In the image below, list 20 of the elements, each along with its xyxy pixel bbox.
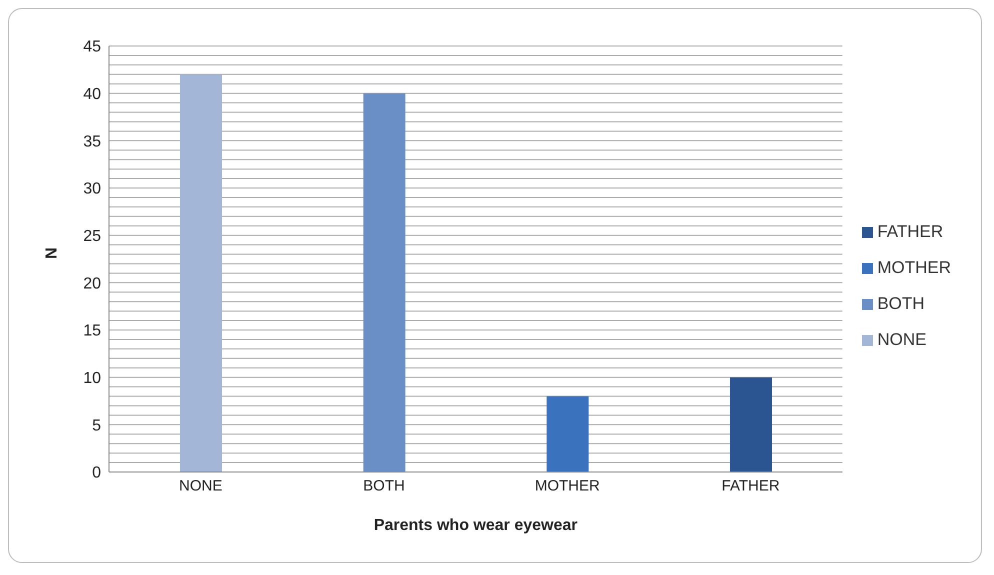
y-axis-title: N <box>44 247 61 259</box>
x-tick-label: MOTHER <box>534 478 600 495</box>
y-tick-label: 20 <box>83 275 102 292</box>
legend-label: BOTH <box>877 294 925 312</box>
legend-label: FATHER <box>877 222 944 240</box>
x-axis-title: Parents who wear eyewear <box>374 517 578 534</box>
legend-label: NONE <box>877 330 926 348</box>
y-tick-label: 45 <box>83 38 102 56</box>
y-tick-label: 5 <box>92 417 102 434</box>
y-tick-label: 25 <box>83 228 102 246</box>
y-tick-label: 30 <box>83 180 102 198</box>
y-tick-label: 40 <box>83 86 102 104</box>
y-tick-label: 35 <box>83 133 102 150</box>
x-tick-label: NONE <box>178 478 222 495</box>
legend-label: MOTHER <box>877 258 951 276</box>
x-tick-label: FATHER <box>722 478 780 495</box>
y-tick-label: 0 <box>92 464 102 482</box>
x-tick-label: BOTH <box>363 478 405 495</box>
y-tick-label: 10 <box>83 370 102 388</box>
y-tick-label: 15 <box>83 322 102 340</box>
